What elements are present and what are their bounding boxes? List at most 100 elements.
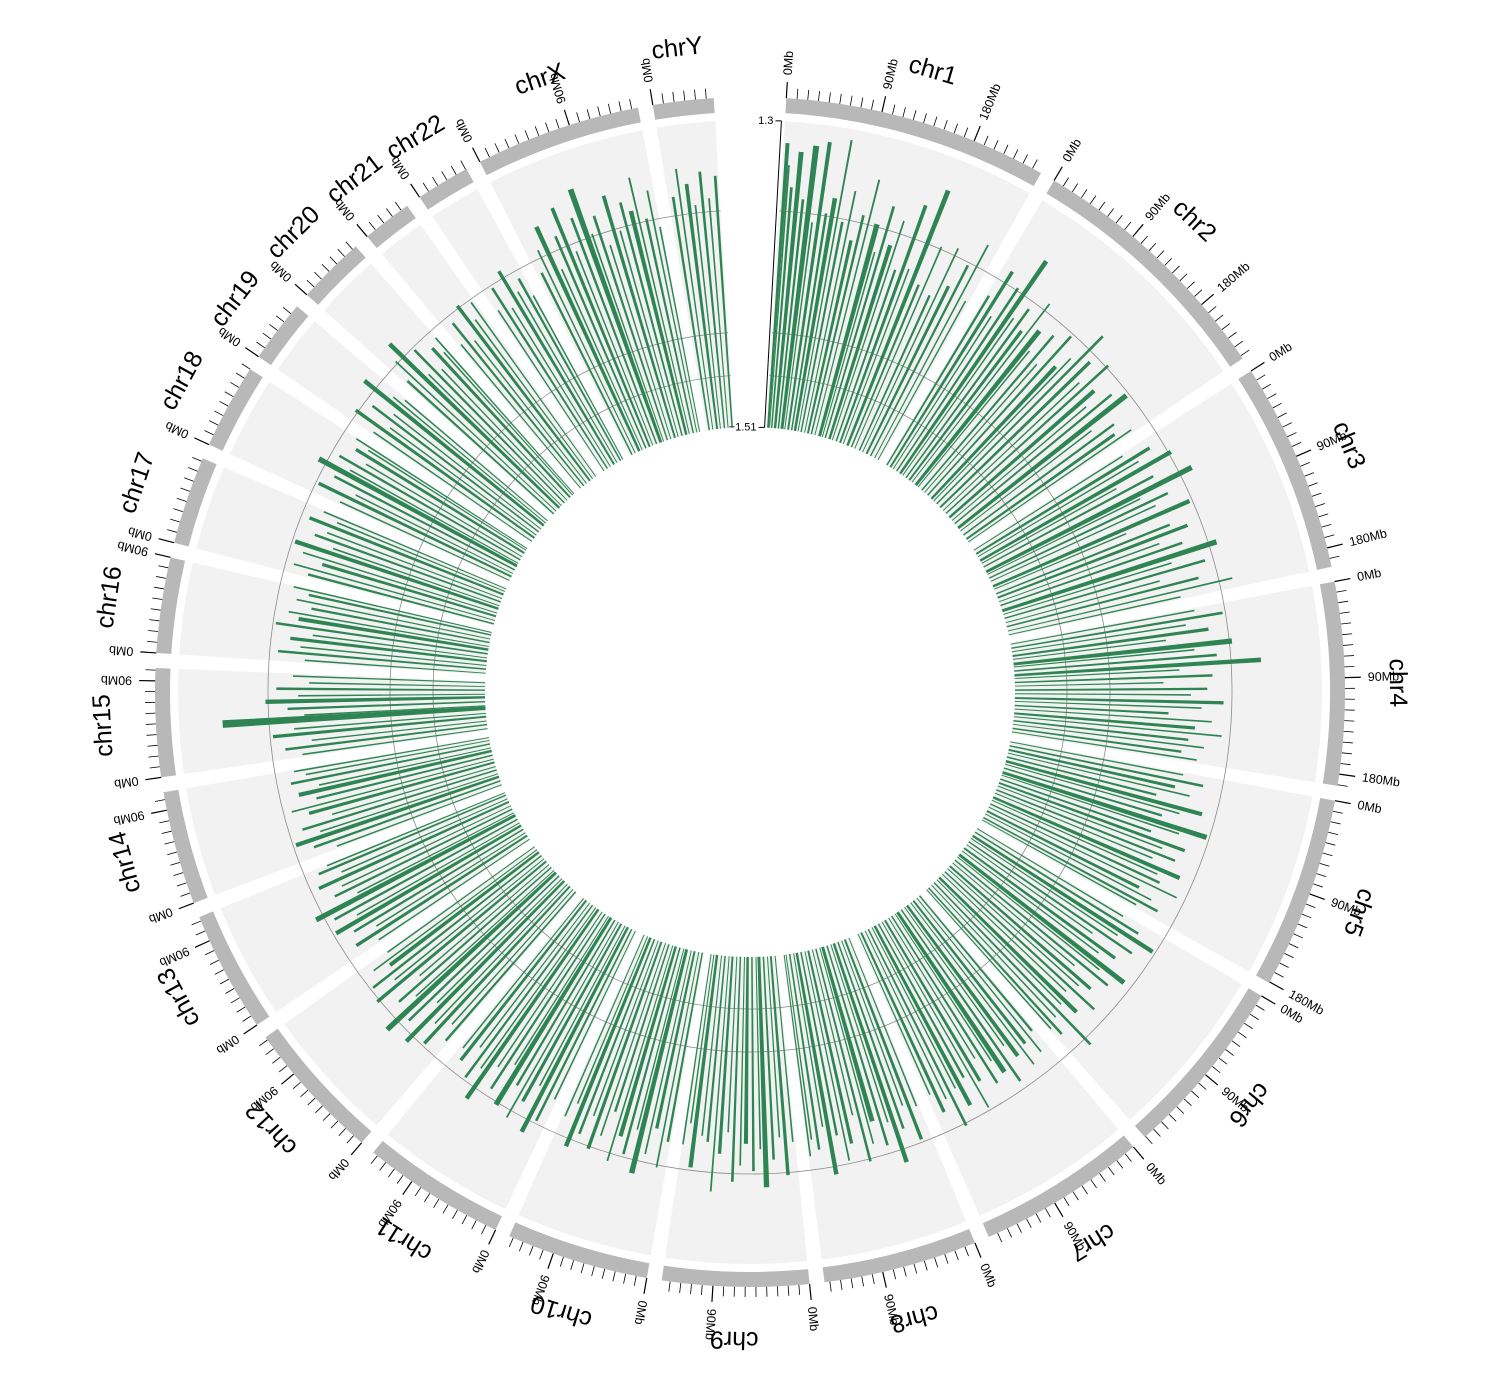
bar-chr22 xyxy=(497,309,605,472)
tick-chr1 xyxy=(818,90,820,101)
bar-chr6 xyxy=(963,847,1117,960)
bar-chr12 xyxy=(404,880,566,1043)
ideogram-chr21 xyxy=(367,205,416,249)
bar-chr14 xyxy=(313,780,501,849)
bar-chr10 xyxy=(622,947,681,1155)
bar-chr21 xyxy=(470,301,597,477)
tick-chr4 xyxy=(1338,600,1349,604)
tick-chr10 xyxy=(508,1237,514,1248)
tick-label-chr9: 0Mb xyxy=(805,1306,821,1332)
gridline xyxy=(389,332,1111,1053)
tick-chr4 xyxy=(1336,590,1347,593)
ideogram-chr7 xyxy=(982,1135,1134,1237)
bar-chr7 xyxy=(860,932,946,1113)
tick-chr3 xyxy=(1272,402,1282,409)
bar-chr4 xyxy=(1014,704,1169,715)
bar-chr7 xyxy=(916,897,1042,1053)
tick-label-chrY: 0Mb xyxy=(638,57,656,83)
bar-chr6 xyxy=(936,879,1062,1005)
tick-chr10 xyxy=(539,1249,544,1260)
bar-chr16 xyxy=(290,636,487,663)
ideogram-chr16 xyxy=(156,557,186,654)
bar-chr19 xyxy=(373,431,533,542)
ideogram-chr15 xyxy=(154,667,176,778)
tick-chr12 xyxy=(338,1128,346,1137)
bar-chr5 xyxy=(988,806,1178,899)
bar-chr3 xyxy=(990,504,1156,582)
bar-chr10 xyxy=(618,946,677,1137)
tick-chr12 xyxy=(315,1105,323,1114)
bar-chr20 xyxy=(430,347,571,499)
tick-chr2 xyxy=(1072,183,1079,193)
bar-chr3 xyxy=(1006,576,1199,628)
bar-chr16 xyxy=(296,598,491,640)
bar-chr15 xyxy=(294,712,486,730)
bar-chr17 xyxy=(326,531,503,600)
tick-chr18 xyxy=(230,381,240,388)
bar-chr12 xyxy=(398,866,552,1003)
tick-chr2 xyxy=(1148,243,1157,251)
bar-chr12 xyxy=(394,858,545,981)
bar-chr1 xyxy=(850,284,920,448)
bar-chrY xyxy=(708,198,729,428)
tick-chrX xyxy=(472,147,481,163)
tick-chr11 xyxy=(424,1193,431,1203)
chromosome-label-chr9: chr9 xyxy=(710,1325,759,1354)
tick-chrX xyxy=(607,103,612,114)
bar-chr1 xyxy=(797,140,853,432)
tick-chr1 xyxy=(983,135,989,146)
bar-chr16 xyxy=(312,634,488,659)
bar-chr12 xyxy=(373,849,538,972)
tick-chr16 xyxy=(149,619,160,622)
bar-chr5 xyxy=(998,781,1186,853)
bar-chr15 xyxy=(287,700,486,711)
tick-chr1 xyxy=(1022,154,1028,164)
tick-chr1 xyxy=(871,99,874,110)
tick-label-chr9: 90Mb xyxy=(703,1308,719,1340)
tick-chr7 xyxy=(1063,1197,1070,1207)
bar-chr12 xyxy=(388,851,540,967)
tick-chr11 xyxy=(379,1162,387,1171)
tick-chr3 xyxy=(1318,513,1329,518)
tick-chr4 xyxy=(1334,577,1351,583)
bar-chr17 xyxy=(336,521,505,592)
bar-chr7 xyxy=(912,900,1027,1045)
bar-chr18 xyxy=(355,447,525,554)
tick-chr19 xyxy=(282,306,292,314)
tick-chr15 xyxy=(146,734,157,736)
ideogram-chr8 xyxy=(822,1228,975,1283)
bar-chr2 xyxy=(963,423,1115,536)
chromosome-label-chr10: chr10 xyxy=(527,1289,595,1334)
tick-chr3 xyxy=(1277,412,1287,418)
tick-chr2 xyxy=(1179,273,1188,281)
ideogram-chr13 xyxy=(199,911,270,1025)
bar-chr16 xyxy=(304,659,486,674)
tick-chr6 xyxy=(1218,1057,1228,1065)
tick-chr9 xyxy=(679,1282,682,1293)
bar-chr11 xyxy=(493,916,613,1106)
tick-chrX xyxy=(524,130,530,140)
bar-chr17 xyxy=(314,533,502,603)
tick-chr3 xyxy=(1262,383,1272,390)
bar-chr13 xyxy=(341,798,508,873)
tick-chrX xyxy=(494,143,500,153)
bar-chr17 xyxy=(294,539,499,610)
bar-chr22 xyxy=(517,278,622,462)
ideogram-chr9 xyxy=(661,1265,810,1288)
bar-chr3 xyxy=(1004,559,1206,620)
bar-chr14 xyxy=(294,737,490,773)
tick-chr22 xyxy=(432,176,438,186)
bar-chr9 xyxy=(743,956,749,1144)
tick-chr7 xyxy=(1090,1179,1097,1189)
tick-chr17 xyxy=(184,477,194,482)
tick-chr10 xyxy=(623,1273,627,1284)
tick-chrX xyxy=(629,99,633,109)
bar-chr15 xyxy=(298,693,486,697)
bar-chr1 xyxy=(814,179,881,436)
tick-chr9 xyxy=(711,1285,714,1302)
tick-chr9 xyxy=(690,1284,692,1295)
tick-chr2 xyxy=(1140,235,1148,244)
bar-chr6 xyxy=(931,884,1057,1018)
bar-chr14 xyxy=(305,739,490,776)
tick-label-chr1: 90Mb xyxy=(880,57,901,91)
